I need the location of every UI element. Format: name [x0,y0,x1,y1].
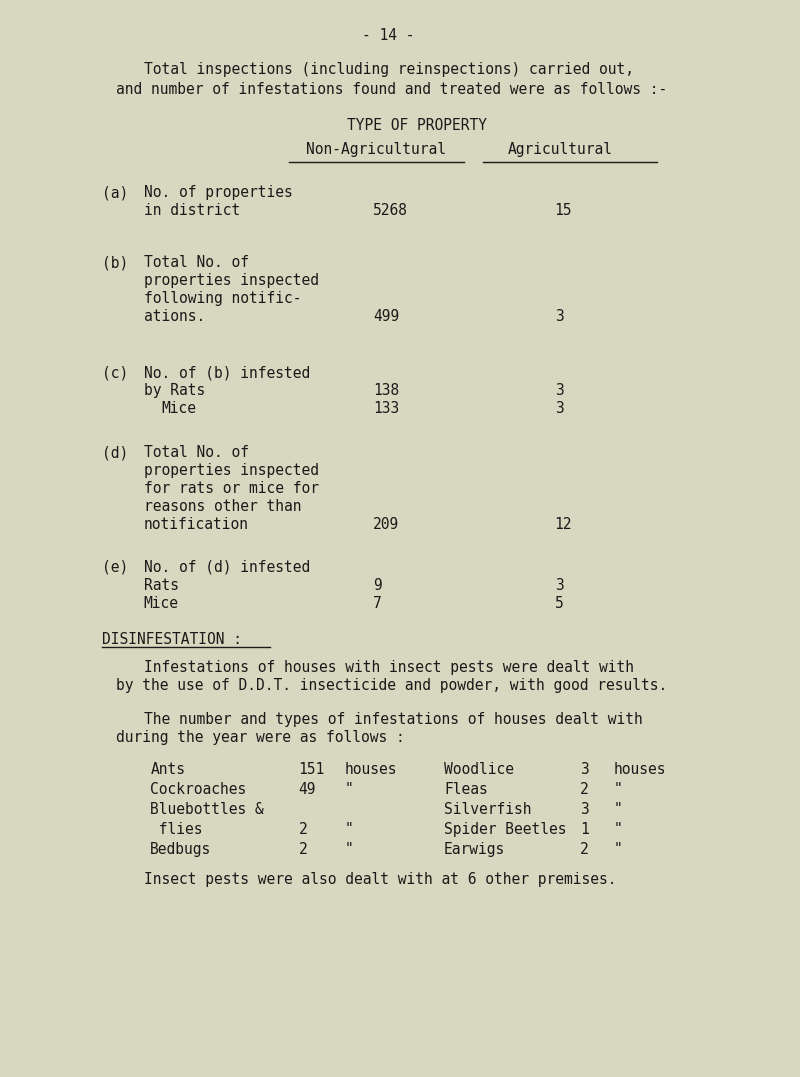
Text: - 14 -: - 14 - [362,28,414,43]
Text: ": " [344,842,353,857]
Text: ": " [614,782,622,797]
Text: houses: houses [614,763,666,777]
Text: Cockroaches: Cockroaches [150,782,246,797]
Text: in district: in district [143,202,240,218]
Text: 151: 151 [298,763,325,777]
Text: 5: 5 [554,596,563,611]
Text: The number and types of infestations of houses dealt with: The number and types of infestations of … [143,712,642,727]
Text: 5268: 5268 [374,202,408,218]
Text: 3: 3 [580,763,589,777]
Text: Earwigs: Earwigs [444,842,506,857]
Text: for rats or mice for: for rats or mice for [143,481,318,496]
Text: DISINFESTATION :: DISINFESTATION : [102,632,242,647]
Text: (e): (e) [102,560,128,575]
Text: Bluebottles &: Bluebottles & [150,802,264,817]
Text: (b): (b) [102,255,128,270]
Text: Rats: Rats [143,578,178,593]
Text: 2: 2 [580,842,589,857]
Text: 3: 3 [554,309,563,324]
Text: Bedbugs: Bedbugs [150,842,211,857]
Text: by Rats: by Rats [143,383,205,398]
Text: Non-Agricultural: Non-Agricultural [306,142,446,157]
Text: Mice: Mice [161,401,196,416]
Text: properties inspected: properties inspected [143,272,318,288]
Text: ations.: ations. [143,309,205,324]
Text: No. of properties: No. of properties [143,185,292,200]
Text: Infestations of houses with insect pests were dealt with: Infestations of houses with insect pests… [143,660,634,675]
Text: 2: 2 [298,842,307,857]
Text: TYPE OF PROPERTY: TYPE OF PROPERTY [347,118,487,132]
Text: 2: 2 [298,822,307,837]
Text: notification: notification [143,517,249,532]
Text: properties inspected: properties inspected [143,463,318,478]
Text: ": " [344,782,353,797]
Text: Spider Beetles: Spider Beetles [444,822,566,837]
Text: 2: 2 [580,782,589,797]
Text: houses: houses [344,763,397,777]
Text: No. of (d) infested: No. of (d) infested [143,560,310,575]
Text: Ants: Ants [150,763,186,777]
Text: 3: 3 [554,383,563,398]
Text: 133: 133 [374,401,399,416]
Text: by the use of D.D.T. insecticide and powder, with good results.: by the use of D.D.T. insecticide and pow… [116,679,668,693]
Text: Total No. of: Total No. of [143,255,249,270]
Text: ": " [614,802,622,817]
Text: 3: 3 [580,802,589,817]
Text: 49: 49 [298,782,316,797]
Text: 1: 1 [580,822,589,837]
Text: Insect pests were also dealt with at 6 other premises.: Insect pests were also dealt with at 6 o… [143,872,616,887]
Text: following notific-: following notific- [143,291,301,306]
Text: 7: 7 [374,596,382,611]
Text: 499: 499 [374,309,399,324]
Text: Total inspections (including reinspections) carried out,: Total inspections (including reinspectio… [143,62,634,76]
Text: 15: 15 [554,202,572,218]
Text: 9: 9 [374,578,382,593]
Text: Mice: Mice [143,596,178,611]
Text: 138: 138 [374,383,399,398]
Text: Woodlice: Woodlice [444,763,514,777]
Text: (c): (c) [102,365,128,380]
Text: 12: 12 [554,517,572,532]
Text: 3: 3 [554,578,563,593]
Text: ": " [344,822,353,837]
Text: 3: 3 [554,401,563,416]
Text: Agricultural: Agricultural [508,142,613,157]
Text: Fleas: Fleas [444,782,488,797]
Text: ": " [614,822,622,837]
Text: No. of (b) infested: No. of (b) infested [143,365,310,380]
Text: 209: 209 [374,517,399,532]
Text: and number of infestations found and treated were as follows :-: and number of infestations found and tre… [116,82,668,97]
Text: reasons other than: reasons other than [143,499,301,514]
Text: (d): (d) [102,445,128,460]
Text: ": " [614,842,622,857]
Text: (a): (a) [102,185,128,200]
Text: during the year were as follows :: during the year were as follows : [116,730,405,745]
Text: Silverfish: Silverfish [444,802,532,817]
Text: Total No. of: Total No. of [143,445,249,460]
Text: flies: flies [150,822,203,837]
